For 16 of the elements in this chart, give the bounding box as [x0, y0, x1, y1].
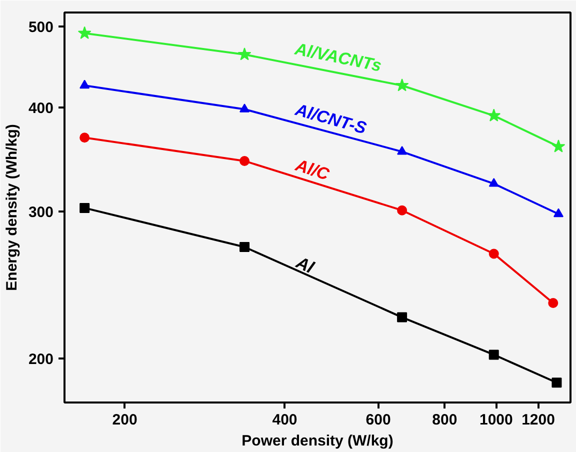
- x-tick-label: 800: [432, 412, 458, 428]
- y-tick-label: 400: [28, 100, 54, 117]
- y-tick-label: 500: [28, 19, 54, 36]
- y-axis-title: Energy density (Wh/kg): [3, 124, 20, 291]
- y-tick-label: 200: [28, 350, 54, 368]
- x-tick-label: 400: [272, 412, 298, 428]
- x-axis-title: Power density (W/kg): [242, 432, 394, 450]
- x-tick-label: 1200: [522, 412, 555, 428]
- x-tick-label: 600: [366, 412, 391, 428]
- text: Al/CNT-S: [292, 100, 370, 138]
- text: Al/VACNTs: [292, 39, 384, 76]
- text: Al: [292, 252, 318, 278]
- x-tick-label: 200: [112, 412, 138, 428]
- x-tick-label: 1000: [479, 412, 513, 428]
- y-tick-label: 300: [28, 204, 54, 222]
- text: Al/C: [292, 155, 332, 184]
